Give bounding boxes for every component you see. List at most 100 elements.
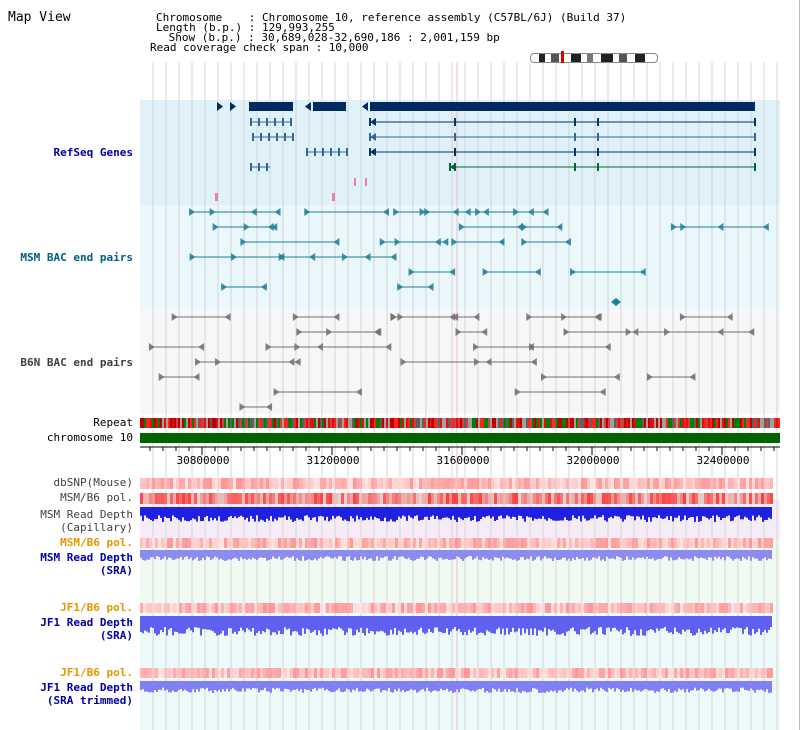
pol-heat-cell (572, 493, 575, 504)
pol-heat-cell (419, 668, 422, 678)
depth-bar (214, 507, 216, 519)
pol-heat-cell (683, 668, 686, 678)
depth-bar (400, 616, 402, 632)
depth-bar (374, 681, 376, 690)
repeat-segment (258, 418, 260, 428)
pol-heat-cell (641, 493, 644, 504)
chromosome-ideogram[interactable] (530, 53, 658, 63)
pol-heat-cell (746, 668, 749, 678)
depth-bar (512, 550, 514, 560)
depth-bar (680, 507, 682, 522)
depth-bar (198, 616, 200, 628)
track-label-b6n-bac[interactable]: B6N BAC end pairs (20, 356, 133, 369)
pol-heat-cell (554, 603, 557, 613)
repeat-segment (514, 418, 516, 428)
repeat-segment (362, 418, 364, 428)
depth-bar (240, 550, 242, 558)
pol-heat-cell (209, 538, 212, 548)
dbsnp-heat-cell (242, 478, 245, 489)
depth-bar (592, 616, 594, 633)
dbsnp-heat-cell (488, 478, 491, 489)
track-label-msm-bac[interactable]: MSM BAC end pairs (20, 251, 133, 264)
repeat-segment (540, 418, 542, 428)
dbsnp-heat-cell (455, 478, 458, 489)
track-label-refseq[interactable]: RefSeq Genes (53, 146, 133, 159)
repeat-segment (612, 418, 614, 428)
depth-bar (236, 681, 238, 692)
pol-heat-cell (611, 603, 614, 613)
pol-heat-cell (359, 538, 362, 548)
dbsnp-heat-cell (281, 478, 284, 489)
depth-bar (362, 681, 364, 692)
pol-heat-cell (761, 603, 764, 613)
depth-bar (466, 550, 468, 557)
repeat-segment (628, 418, 630, 428)
pol-heat-cell (428, 668, 431, 678)
pol-heat-cell (314, 603, 317, 613)
pol-heat-cell (350, 493, 353, 504)
depth-bar (484, 681, 486, 693)
depth-bar (750, 507, 752, 521)
pol-heat-cell (506, 538, 509, 548)
depth-bar (434, 616, 436, 628)
pol-heat-cell (530, 538, 533, 548)
repeat-segment (424, 418, 426, 428)
depth-bar (228, 550, 230, 560)
pol-heat-cell (416, 493, 419, 504)
repeat-segment (636, 418, 638, 428)
depth-bar (494, 681, 496, 690)
depth-bar (764, 507, 766, 521)
depth-bar (318, 507, 320, 517)
repeat-segment (184, 418, 186, 428)
pol-heat-cell (500, 538, 503, 548)
repeat-segment (156, 418, 158, 428)
length-info: Length (b.p.) : 129,993,255 (156, 21, 335, 34)
msm-bac-end (424, 208, 431, 216)
dbsnp-heat-cell (341, 478, 344, 489)
pol-heat-cell (575, 538, 578, 548)
pol-heat-cell (458, 668, 461, 678)
depth-bar (412, 616, 414, 634)
depth-bar (668, 550, 670, 561)
depth-bar (762, 616, 764, 633)
msm-bac-end (639, 268, 646, 276)
pol-heat-cell (302, 603, 305, 613)
depth-bar (326, 616, 328, 635)
depth-bar (382, 507, 384, 522)
depth-bar (166, 616, 168, 636)
depth-bar (154, 550, 156, 560)
pol-heat-cell (473, 493, 476, 504)
depth-bar (232, 616, 234, 634)
pol-heat-cell (395, 538, 398, 548)
pol-heat-cell (560, 493, 563, 504)
pol-heat-cell (503, 603, 506, 613)
depth-bar (720, 681, 722, 689)
dbsnp-heat-cell (197, 478, 200, 489)
pol-heat-cell (236, 603, 239, 613)
depth-bar (474, 616, 476, 628)
pol-heat-cell (602, 668, 605, 678)
depth-bar (536, 681, 538, 690)
depth-bar (648, 616, 650, 631)
depth-bar (230, 616, 232, 629)
pol-heat-cell (587, 603, 590, 613)
repeat-segment (512, 418, 514, 428)
depth-bar (500, 616, 502, 635)
pol-heat-cell (479, 603, 482, 613)
dbsnp-heat-cell (737, 478, 740, 489)
pol-heat-cell (596, 603, 599, 613)
pol-heat-cell (677, 603, 680, 613)
pol-heat-cell (365, 538, 368, 548)
pol-heat-cell (245, 538, 248, 548)
depth-bar (564, 681, 566, 691)
pol-heat-cell (764, 668, 767, 678)
dbsnp-heat-cell (626, 478, 629, 489)
pol-heat-cell (257, 668, 260, 678)
depth-bar (456, 550, 458, 557)
exon (346, 148, 348, 156)
pol-heat-cell (371, 668, 374, 678)
depth-bar (176, 681, 178, 692)
depth-bar (528, 550, 530, 560)
exon (284, 133, 286, 141)
